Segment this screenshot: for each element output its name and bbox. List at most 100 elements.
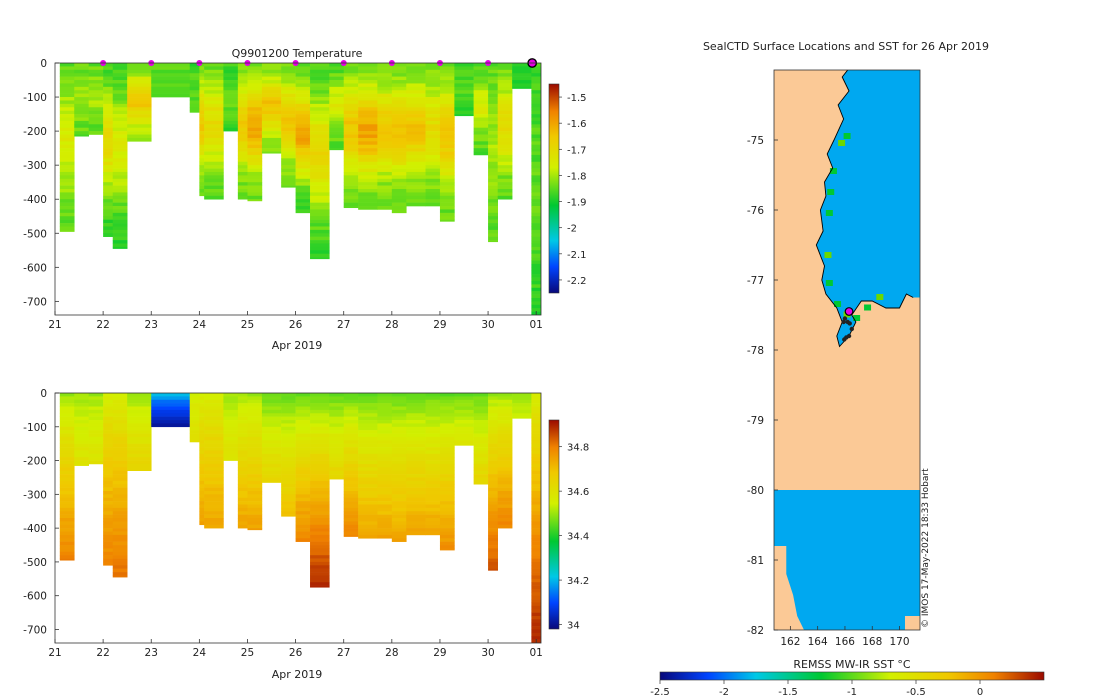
- data-cell: [473, 117, 489, 122]
- profile-column: [223, 63, 239, 132]
- data-cell: [343, 453, 359, 458]
- data-cell: [531, 202, 541, 207]
- imos-credit: © IMOS 17-May-2022 18:33 Hobart: [921, 468, 931, 628]
- profile-column: [329, 63, 345, 151]
- data-cell: [88, 107, 104, 111]
- data-cell: [237, 144, 248, 149]
- data-cell: [473, 436, 489, 441]
- data-cell: [531, 284, 541, 289]
- data-cell: [531, 257, 541, 261]
- data-cell: [204, 487, 224, 492]
- data-cell: [406, 120, 426, 125]
- data-cell: [199, 393, 205, 397]
- data-cell: [310, 565, 330, 569]
- data-cell: [204, 423, 224, 428]
- data-cell: [261, 463, 282, 468]
- data-cell: [406, 80, 426, 84]
- data-cell: [454, 110, 474, 115]
- data-cell: [247, 477, 263, 482]
- data-cell: [473, 463, 489, 468]
- data-cell: [74, 403, 89, 407]
- data-cell: [488, 226, 498, 231]
- data-cell: [377, 534, 393, 539]
- data-cell: [247, 93, 263, 98]
- data-cell: [295, 134, 311, 139]
- data-cell: [473, 413, 489, 417]
- data-cell: [531, 531, 541, 536]
- data-cell: [247, 199, 263, 202]
- data-cell: [103, 161, 114, 166]
- data-cell: [439, 185, 455, 190]
- data-cell: [59, 497, 75, 502]
- data-cell: [247, 426, 263, 431]
- data-cell: [531, 548, 541, 553]
- data-cell: [391, 124, 407, 129]
- profile-column: [488, 63, 498, 243]
- data-cell: [425, 460, 441, 465]
- data-cell: [281, 90, 296, 94]
- data-cell: [204, 178, 224, 183]
- sst-cell: [838, 140, 846, 146]
- data-cell: [406, 487, 426, 492]
- data-cell: [473, 423, 489, 428]
- temperature-x-ticks: 21 22 23 24 25 26 27 28 29 30 01: [48, 311, 543, 331]
- data-cell: [261, 110, 282, 115]
- data-cell: [237, 463, 248, 468]
- data-cell: [406, 154, 426, 159]
- data-cell: [237, 178, 248, 183]
- data-cell: [237, 76, 248, 81]
- data-cell: [425, 436, 441, 441]
- data-cell: [406, 178, 426, 183]
- data-cell: [343, 202, 359, 207]
- data-cell: [406, 460, 426, 465]
- data-cell: [439, 158, 455, 163]
- data-cell: [425, 490, 441, 495]
- data-cell: [59, 97, 75, 101]
- data-cell: [343, 100, 359, 105]
- data-cell: [439, 107, 455, 111]
- data-cell: [391, 450, 407, 455]
- data-cell: [103, 426, 114, 431]
- data-cell: [488, 463, 498, 468]
- salinity-colorbar: [548, 419, 560, 630]
- data-cell: [310, 399, 330, 404]
- data-cell: [439, 202, 455, 207]
- data-cell: [531, 443, 541, 448]
- data-cell: [74, 447, 89, 451]
- data-cell: [512, 393, 532, 397]
- data-cell: [343, 467, 359, 472]
- data-cell: [343, 97, 359, 101]
- data-cell: [488, 403, 498, 407]
- data-cell: [377, 69, 393, 74]
- data-cell: [199, 69, 205, 74]
- data-cell: [112, 568, 128, 573]
- data-cell: [247, 494, 263, 499]
- data-cell: [74, 100, 89, 105]
- data-cell: [112, 403, 128, 407]
- data-cell: [103, 524, 114, 529]
- data-cell: [343, 409, 359, 414]
- profile-column: [88, 393, 104, 465]
- profile-column: [377, 63, 393, 210]
- data-cell: [497, 484, 513, 488]
- data-cell: [488, 457, 498, 461]
- profile-column: [512, 63, 532, 89]
- data-cell: [377, 192, 393, 197]
- data-cell: [295, 175, 311, 180]
- data-cell: [406, 86, 426, 91]
- data-cell: [59, 83, 75, 88]
- data-cell: [310, 219, 330, 224]
- data-cell: [391, 175, 407, 180]
- data-cell: [488, 507, 498, 512]
- data-cell: [425, 416, 441, 421]
- data-cell: [59, 182, 75, 186]
- data-cell: [391, 185, 407, 190]
- data-cell: [237, 165, 248, 169]
- data-cell: [281, 440, 296, 444]
- data-cell: [204, 413, 224, 417]
- data-cell: [406, 447, 426, 451]
- data-cell: [425, 66, 441, 71]
- data-cell: [88, 440, 104, 444]
- data-cell: [391, 521, 407, 526]
- data-cell: [377, 413, 393, 417]
